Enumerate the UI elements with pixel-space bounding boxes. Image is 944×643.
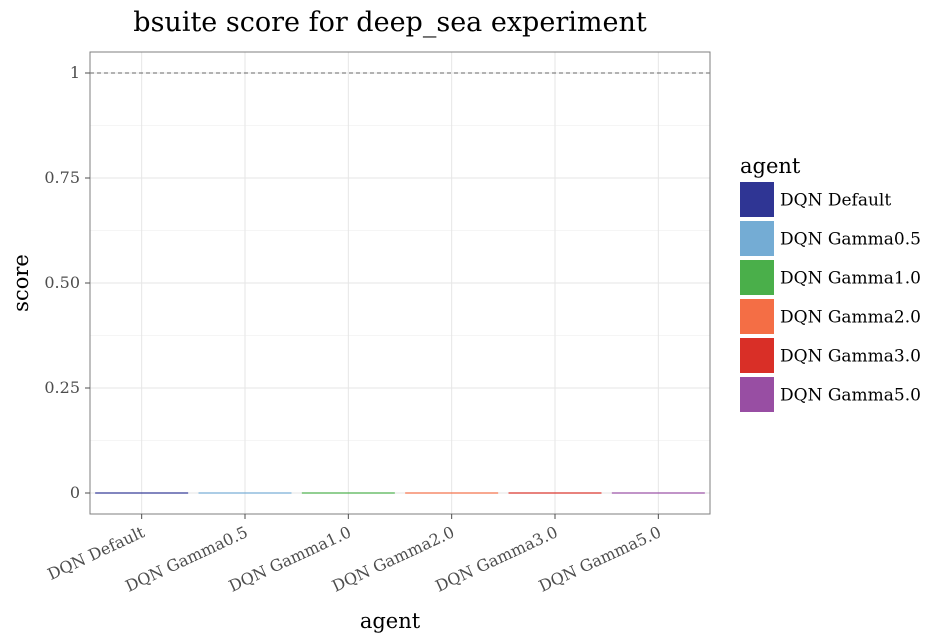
bar-dqn-default	[95, 492, 189, 494]
legend-key	[740, 260, 774, 295]
legend-title: agent	[740, 154, 801, 178]
legend-key	[740, 299, 774, 334]
legend-label: DQN Gamma0.5	[780, 230, 921, 250]
chart-title: bsuite score for deep_sea experiment	[133, 7, 647, 38]
y-axis-label: score	[9, 254, 33, 312]
y-tick-label: 0.25	[44, 378, 80, 397]
y-tick-label: 1	[70, 63, 80, 82]
legend-key	[740, 338, 774, 373]
y-tick-label: 0.75	[44, 168, 80, 187]
bar-dqn-gamma1-0	[301, 492, 395, 494]
bar-dqn-gamma0-5	[198, 492, 292, 494]
y-tick-label: 0.50	[44, 273, 80, 292]
legend-label: DQN Gamma3.0	[780, 347, 921, 367]
legend: agent DQN Default DQN Gamma0.5 DQN Gamma1.…	[740, 154, 921, 412]
plot-panel	[89, 51, 711, 515]
x-axis-label: agent	[360, 609, 421, 633]
y-axis: 0 0.25 0.50 0.75 1	[44, 63, 90, 502]
y-tick-label: 0	[70, 483, 80, 502]
legend-key	[740, 182, 774, 217]
bar-dqn-gamma2-0	[405, 492, 499, 494]
legend-label: DQN Gamma5.0	[780, 386, 921, 406]
legend-key	[740, 377, 774, 412]
bar-dqn-gamma5-0	[611, 492, 705, 494]
bar-dqn-gamma3-0	[508, 492, 602, 494]
legend-label: DQN Gamma2.0	[780, 308, 921, 328]
legend-key	[740, 221, 774, 256]
legend-label: DQN Default	[780, 191, 891, 211]
legend-label: DQN Gamma1.0	[780, 269, 921, 289]
